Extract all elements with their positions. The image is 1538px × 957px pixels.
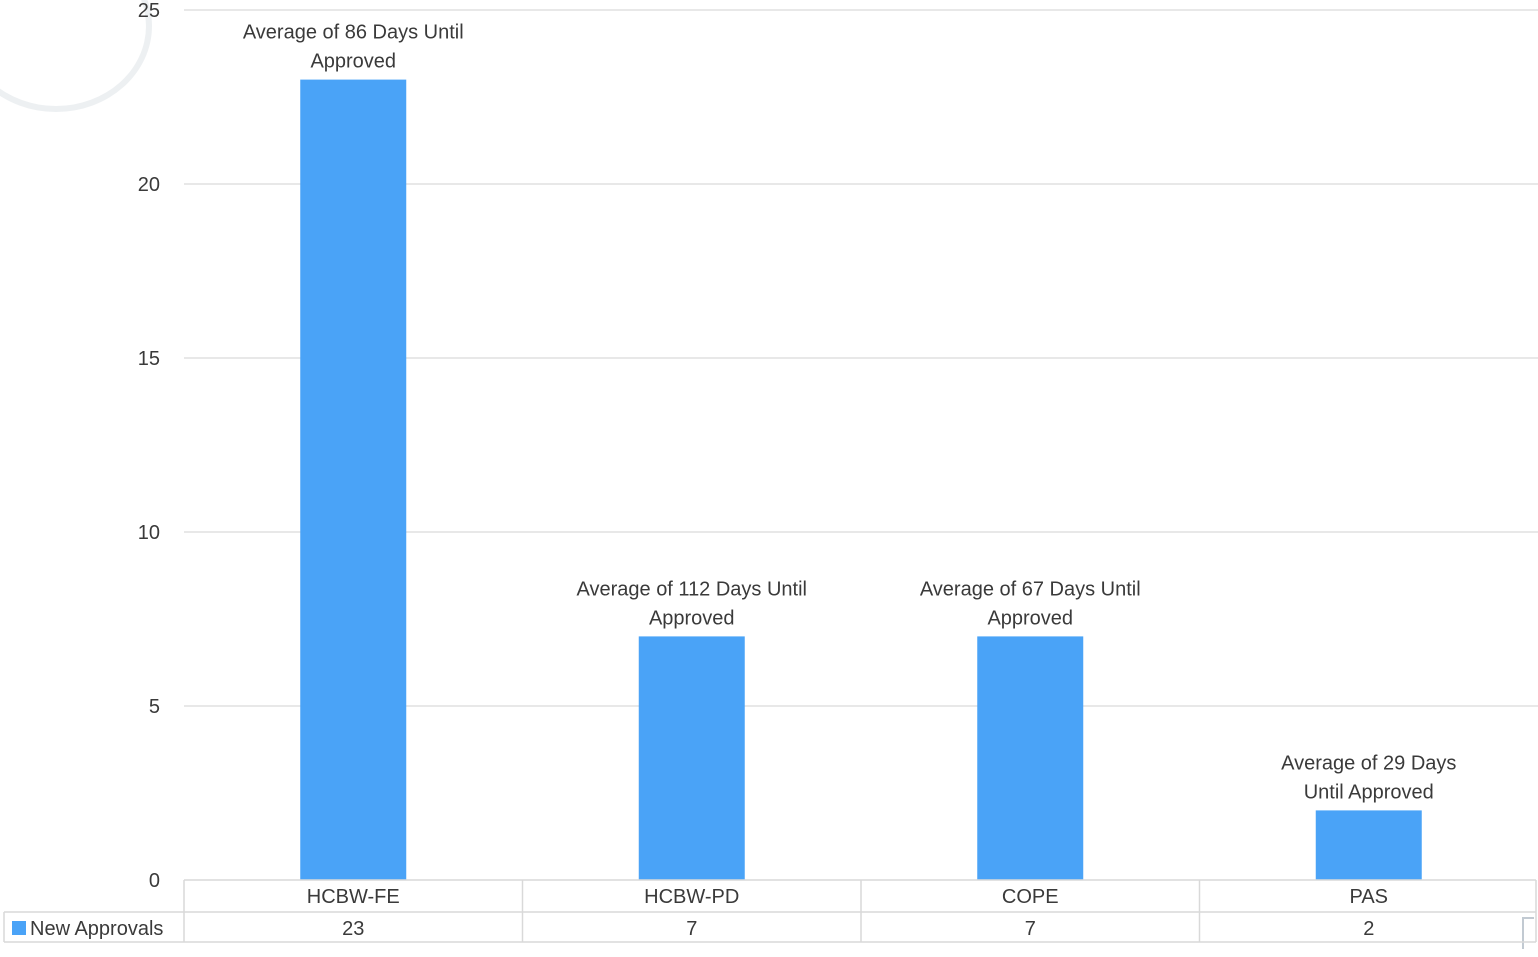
grid-lines [184,9,1538,707]
data-label: Average of 112 Days Until [577,578,808,600]
bar-hcbw-fe [300,79,407,881]
y-tick-label: 5 [149,696,160,718]
table-value: 7 [1025,918,1036,940]
corner-logo-mark [1522,917,1534,949]
y-tick-label: 20 [138,174,160,196]
table-value: 7 [686,918,697,940]
data-label: Until Approved [1304,781,1434,803]
legend-label: New Approvals [30,918,163,940]
data-label: Average of 67 Days Until [920,578,1141,600]
y-tick-label: 0 [149,870,160,892]
data-table: HCBW-FE 23 HCBW-PD 7 COPE 7 PAS 2 New Approvals [3,879,1537,943]
x-tick-label: COPE [1002,886,1059,908]
x-tick-label: HCBW-FE [307,886,400,908]
y-tick-label: 25 [138,0,160,22]
data-label: Approved [987,607,1073,629]
bar-pas [1315,810,1422,880]
x-tick-label: PAS [1349,886,1388,908]
data-label: Approved [310,51,396,73]
bars [300,79,1422,881]
x-tick-label: HCBW-PD [644,886,739,908]
table-value: 23 [342,918,364,940]
y-tick-label: 10 [138,522,160,544]
bar-hcbw-pd [638,636,745,880]
data-label: Average of 29 Days [1281,752,1456,774]
data-label: Approved [649,607,735,629]
y-tick-label: 15 [138,348,160,370]
table-value: 2 [1363,918,1374,940]
data-labels: Average of 86 Days Until Approved Average … [243,22,1457,804]
data-label: Average of 86 Days Until [243,22,464,44]
y-axis-ticks: 0 5 10 15 20 25 [138,0,160,892]
bar-cope [977,636,1084,880]
legend-swatch [12,921,26,935]
